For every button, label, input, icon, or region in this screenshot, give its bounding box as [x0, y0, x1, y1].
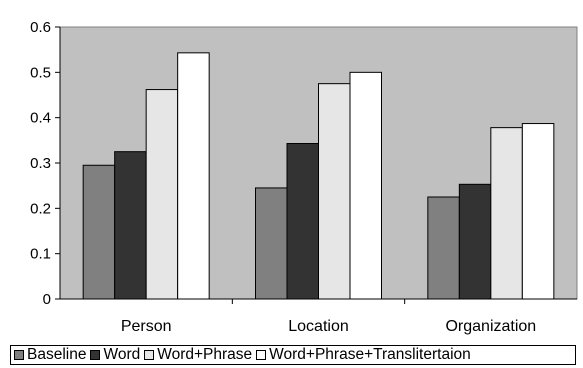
bar-word-phrase-translitertaion-location [349, 71, 382, 300]
bar-word-location [286, 143, 319, 300]
x-tick-label-organization: Organization [445, 318, 536, 335]
y-tick-label: 0.1 [30, 246, 51, 263]
legend-label: Word+Phrase [157, 346, 253, 363]
bars [82, 52, 555, 300]
y-tick-label: 0.2 [30, 200, 51, 217]
legend-label: Baseline [27, 346, 87, 363]
bar-word-phrase-organization [490, 127, 523, 300]
legend-item-word: Word [90, 346, 140, 364]
y-tick-label: 0.3 [30, 155, 51, 172]
bar-word-phrase-translitertaion-person [177, 52, 210, 300]
legend-swatch [90, 350, 101, 360]
x-axis-ticks: Person Location Organization [121, 299, 536, 335]
bar-word-phrase-location [318, 83, 351, 300]
x-tick-label-location: Location [288, 318, 349, 335]
bar-word-phrase-translitertaion-organization [521, 123, 555, 300]
bar-word-organization [458, 183, 492, 300]
bar-baseline-person [82, 164, 116, 300]
bar-word-phrase-person [145, 89, 179, 300]
legend-item-word-phrase-translitertaion: Word+Phrase+Translitertaion [256, 346, 471, 364]
bar-baseline-location [255, 187, 288, 300]
y-axis-ticks: 0 0.1 0.2 0.3 0.4 0.5 0.6 [30, 19, 60, 308]
legend-label: Word [103, 346, 141, 363]
y-tick-label: 0 [43, 291, 51, 308]
bar-baseline-organization [427, 196, 460, 300]
legend-item-baseline: Baseline [14, 346, 86, 364]
chart-canvas: 0 0.1 0.2 0.3 0.4 0.5 0.6 Person Location Organi… [30, 19, 578, 335]
y-tick-label: 0.6 [30, 19, 51, 36]
legend-swatch [256, 350, 267, 360]
x-tick-label-person: Person [121, 318, 172, 335]
legend-item-word-phrase: Word+Phrase [144, 346, 252, 364]
legend-label: Word+Phrase+Translitertaion [269, 346, 471, 363]
y-tick-label: 0.5 [30, 64, 51, 81]
legend-swatch [14, 350, 24, 360]
legend-swatch [144, 350, 155, 360]
legend: Baseline Word Word+Phrase Word+Phrase+Trans… [10, 345, 576, 365]
bar-word-person [114, 151, 147, 300]
y-tick-label: 0.4 [30, 110, 51, 127]
